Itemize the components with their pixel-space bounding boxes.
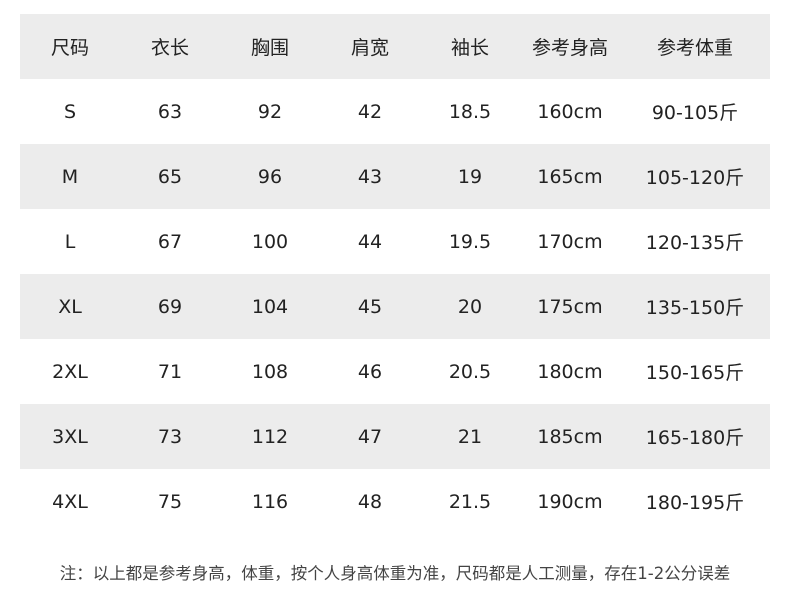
table-cell: 21.5 (448, 490, 492, 513)
table-cell: 104 (251, 295, 289, 318)
table-cell: 73 (157, 425, 183, 448)
table-cell: 48 (357, 490, 383, 513)
table-row: M 65 96 43 19 165cm 105-120斤 (20, 144, 770, 209)
table-cell: 165cm (537, 165, 603, 188)
table-cell: M (61, 165, 79, 188)
table-cell: 42 (357, 100, 383, 123)
table-cell: 96 (257, 165, 283, 188)
table-cell: 185cm (537, 425, 603, 448)
table-cell: 112 (251, 425, 289, 448)
table-cell: 170cm (537, 230, 603, 253)
table-cell: 47 (357, 425, 383, 448)
table-cell: 19 (457, 165, 483, 188)
table-row: S 63 92 42 18.5 160cm 90-105斤 (20, 79, 770, 144)
table-cell: 3XL (52, 425, 88, 448)
table-cell: 21 (457, 425, 483, 448)
table-cell: S (63, 100, 77, 123)
column-header: 袖长 (450, 37, 489, 59)
table-cell: 180cm (537, 360, 603, 383)
table-cell: 120-135斤 (645, 232, 745, 254)
table-cell: 90-105斤 (651, 102, 739, 124)
table-cell: 175cm (537, 295, 603, 318)
table-cell: 165-180斤 (645, 427, 745, 449)
column-header: 参考身高 (531, 37, 608, 59)
table-cell: 116 (251, 490, 289, 513)
table-cell: 135-150斤 (645, 297, 745, 319)
table-cell: 2XL (52, 360, 88, 383)
table-cell: 43 (357, 165, 383, 188)
table-cell: 45 (357, 295, 383, 318)
table-cell: L (64, 230, 76, 253)
table-row: L 67 100 44 19.5 170cm 120-135斤 (20, 209, 770, 274)
column-header: 肩宽 (350, 37, 389, 59)
table-cell: 46 (357, 360, 383, 383)
table-header-row: 尺码 衣长 胸围 肩宽 袖长 参考身高 参考体重 (20, 14, 770, 79)
table-cell: 69 (157, 295, 183, 318)
table-cell: 65 (157, 165, 183, 188)
table-cell: 18.5 (448, 100, 492, 123)
column-header: 尺码 (50, 37, 89, 59)
table-cell: 20.5 (448, 360, 492, 383)
table-cell: 67 (157, 230, 183, 253)
table-cell: XL (58, 295, 82, 318)
table-cell: 71 (157, 360, 183, 383)
size-chart-table: 尺码 衣长 胸围 肩宽 袖长 参考身高 参考体重 S 63 92 42 18.5 160cm 90-10… (20, 14, 770, 534)
table-cell: 44 (357, 230, 383, 253)
table-row: 3XL 73 112 47 21 185cm 165-180斤 (20, 404, 770, 469)
table-cell: 63 (157, 100, 183, 123)
column-header: 参考体重 (656, 37, 733, 59)
table-cell: 19.5 (448, 230, 492, 253)
table-row: 4XL 75 116 48 21.5 190cm 180-195斤 (20, 469, 770, 534)
table-cell: 4XL (52, 490, 88, 513)
table-cell: 20 (457, 295, 483, 318)
table-cell: 108 (251, 360, 289, 383)
column-header: 胸围 (250, 37, 289, 59)
table-row: 2XL 71 108 46 20.5 180cm 150-165斤 (20, 339, 770, 404)
table-row: XL 69 104 45 20 175cm 135-150斤 (20, 274, 770, 339)
table-cell: 180-195斤 (645, 492, 745, 514)
table-cell: 75 (157, 490, 183, 513)
table-cell: 105-120斤 (645, 167, 745, 189)
table-cell: 160cm (537, 100, 603, 123)
table-cell: 190cm (537, 490, 603, 513)
table-cell: 100 (251, 230, 289, 253)
size-note: 注：以上都是参考身高，体重，按个人身高体重为准，尺码都是人工测量，存在1-2公分… (59, 564, 731, 583)
table-cell: 92 (257, 100, 283, 123)
table-cell: 150-165斤 (645, 362, 745, 384)
column-header: 衣长 (150, 37, 189, 59)
